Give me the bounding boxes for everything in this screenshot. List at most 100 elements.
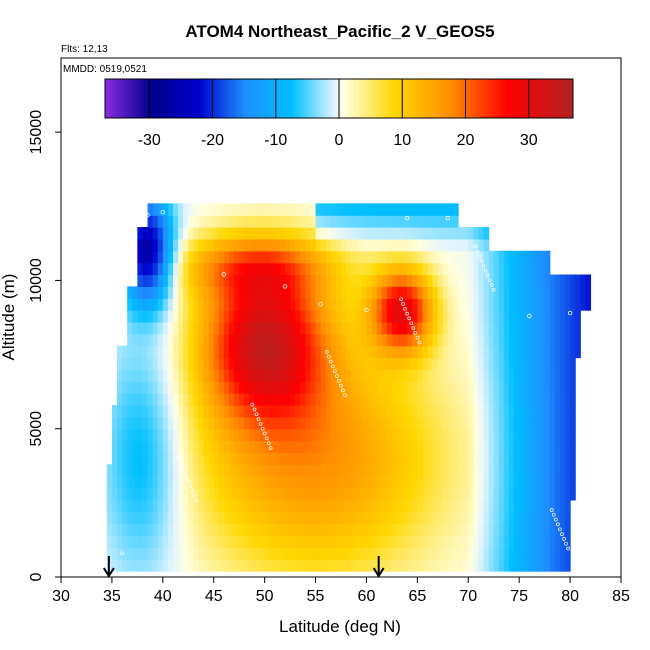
track-point [483, 268, 488, 273]
heatmap-cell [335, 523, 342, 537]
heatmap-cell [386, 345, 393, 359]
heatmap-cell [264, 404, 271, 418]
heatmap-cell [351, 476, 357, 489]
heatmap-cell [514, 369, 520, 382]
heatmap-cell [386, 452, 393, 465]
heatmap-cell [335, 393, 342, 406]
heatmap-cell [310, 250, 317, 264]
heatmap-cell [264, 464, 271, 477]
heatmap-cell [330, 345, 337, 359]
heatmap-cell [509, 274, 515, 287]
heatmap-cell [315, 440, 322, 454]
heatmap-cell [432, 203, 439, 216]
heatmap-cell [183, 452, 189, 465]
heatmap-cell [473, 310, 480, 323]
heatmap-cell [157, 488, 164, 501]
heatmap-cell [142, 428, 149, 442]
heatmap-cell [397, 488, 403, 501]
heatmap-cell [463, 345, 469, 359]
heatmap-cell [427, 203, 434, 216]
heatmap-cell [183, 440, 189, 454]
heatmap-cell [366, 535, 373, 548]
heatmap-cell [473, 357, 480, 370]
heatmap-cell [188, 440, 194, 454]
heatmap-cell [351, 488, 357, 501]
heatmap-cell [478, 452, 485, 465]
heatmap-cell [132, 499, 138, 513]
heatmap-cell [478, 393, 485, 406]
heatmap-cell [290, 381, 296, 394]
heatmap-cell [330, 440, 337, 454]
heatmap-cell [188, 298, 194, 311]
heatmap-cell [442, 238, 449, 252]
heatmap-cell [208, 535, 215, 548]
heatmap-cell [509, 511, 515, 525]
heatmap-cell [244, 345, 250, 359]
heatmap-cell [437, 345, 444, 359]
heatmap-cell [391, 274, 398, 287]
heatmap-cell [524, 345, 530, 359]
heatmap-cell [295, 310, 301, 323]
heatmap-cell [295, 488, 301, 501]
heatmap-cell [137, 523, 144, 537]
heatmap-cell [442, 345, 449, 359]
heatmap-cell [274, 452, 281, 465]
heatmap-cell [142, 476, 149, 489]
heatmap-cell [478, 333, 485, 347]
heatmap-cell [468, 369, 474, 382]
heatmap-cell [320, 274, 327, 287]
heatmap-cell [402, 203, 408, 216]
heatmap-cell [279, 203, 286, 216]
heatmap-cell [386, 381, 393, 394]
heatmap-cell [330, 298, 337, 311]
heatmap-cell [366, 559, 373, 572]
heatmap-cell [127, 428, 133, 442]
heatmap-cell [330, 559, 337, 572]
heatmap-cell [127, 357, 133, 370]
heatmap-cell [458, 250, 464, 264]
heatmap-cell [427, 464, 434, 477]
heatmap-cell [361, 345, 368, 359]
heatmap-cell [417, 321, 424, 335]
heatmap-cell [463, 440, 469, 454]
heatmap-cell [488, 499, 495, 513]
heatmap-cell [320, 227, 327, 240]
heatmap-cell [310, 215, 317, 228]
heatmap-cell [335, 357, 342, 370]
heatmap-cell [157, 464, 164, 477]
heatmap-cell [198, 476, 205, 489]
heatmap-cell [381, 452, 388, 465]
heatmap-cell [264, 547, 271, 560]
heatmap-cell [325, 464, 332, 477]
heatmap-cell [198, 440, 205, 454]
heatmap-cell [381, 215, 388, 228]
heatmap-cell [376, 523, 383, 537]
heatmap-cell [412, 440, 418, 454]
heatmap-cell [391, 523, 398, 537]
heatmap-cell [213, 535, 220, 548]
heatmap-cell [137, 357, 144, 370]
heatmap-cell [198, 357, 205, 370]
heatmap-cell [325, 215, 332, 228]
heatmap-cell [483, 357, 490, 370]
heatmap-cell [239, 393, 245, 406]
heatmap-cell [162, 559, 169, 572]
heatmap-cell [397, 274, 403, 287]
heatmap-cell [330, 452, 337, 465]
heatmap-cell [341, 310, 347, 323]
heatmap-cell [254, 511, 261, 525]
heatmap-cell [239, 333, 245, 347]
heatmap-cell [483, 547, 490, 560]
flight-track-points [120, 209, 573, 556]
heatmap-cell [193, 381, 200, 394]
heatmap-cell [127, 321, 133, 335]
heatmap-cell [142, 357, 149, 370]
heatmap-cell [173, 286, 179, 299]
heatmap-cell [325, 381, 332, 394]
heatmap-cell [305, 416, 312, 430]
heatmap-cell [437, 523, 444, 537]
heatmap-cell [254, 310, 261, 323]
heatmap-cell [554, 298, 561, 311]
heatmap-cell [279, 393, 286, 406]
heatmap-cell [458, 476, 464, 489]
